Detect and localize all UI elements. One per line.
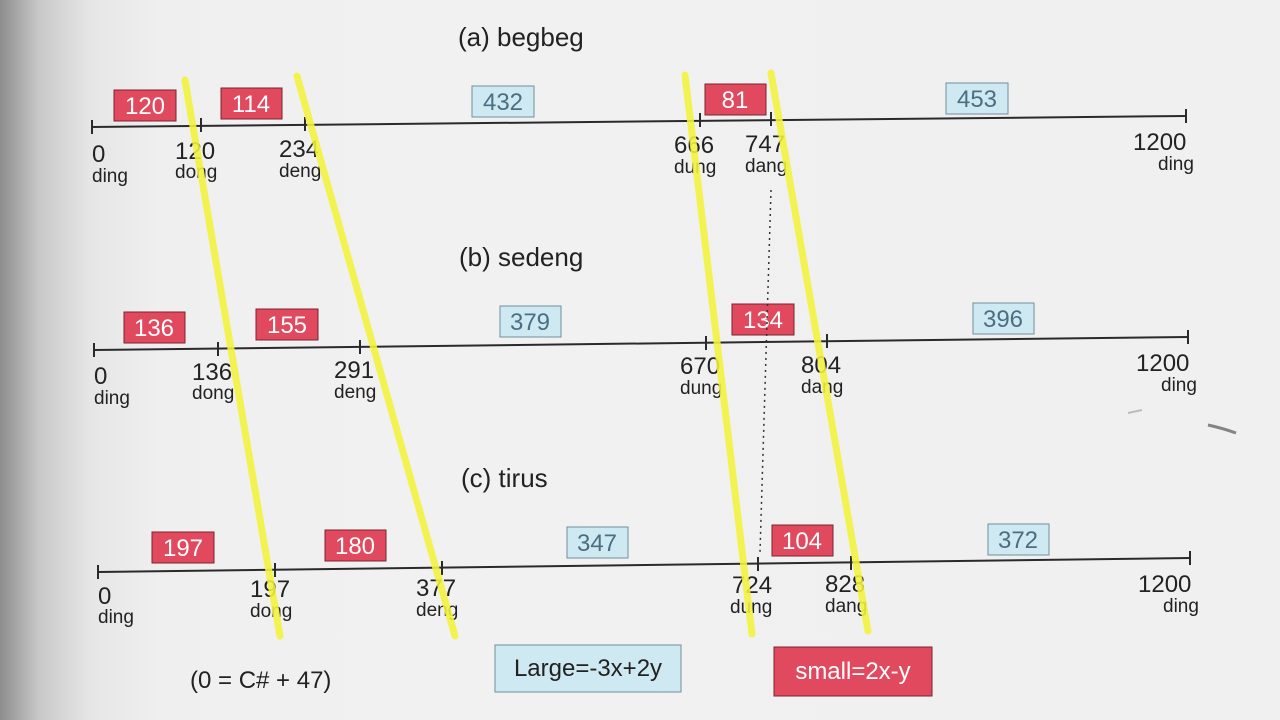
highlight-stroke-4 bbox=[767, 69, 872, 635]
panel-b-interval-0: 136 bbox=[123, 311, 186, 344]
panel-b-tick-name-3: dung bbox=[680, 378, 722, 399]
panel-c-interval-2: 347 bbox=[566, 526, 629, 559]
panel-a-interval-label-3: 81 bbox=[722, 87, 749, 114]
tuning-note: (0 = C# + 47) bbox=[190, 667, 331, 694]
panel-a-interval-3: 81 bbox=[704, 83, 767, 116]
panel-a-tick-name-0: ding bbox=[92, 166, 128, 187]
panel-c-tick-value-5: 1200 bbox=[1138, 571, 1191, 598]
highlight-stroke-1 bbox=[181, 76, 284, 640]
panel-c-interval-1: 180 bbox=[324, 529, 387, 562]
panel-b-tick-name-1: dong bbox=[192, 383, 234, 404]
panel-b-tick-value-2: 291 bbox=[334, 357, 374, 384]
panel-a-tick-name-1: dong bbox=[175, 162, 217, 183]
panel-c-axis bbox=[97, 557, 1191, 573]
dotted-guide-line bbox=[759, 189, 772, 553]
panel-b-interval-label-2: 379 bbox=[510, 309, 550, 336]
panel-a-axis bbox=[91, 115, 1187, 128]
panel-a-interval-label-4: 453 bbox=[957, 86, 997, 113]
panel-b-tick-name-0: ding bbox=[94, 388, 130, 409]
panel-a-interval-label-0: 120 bbox=[125, 93, 165, 120]
panel-b-tick-value-1: 136 bbox=[192, 359, 232, 386]
panel-b-interval-label-1: 155 bbox=[267, 312, 307, 339]
panel-a-tick-name-2: deng bbox=[279, 161, 321, 182]
small-formula-box: small=2x-y bbox=[773, 646, 933, 697]
panel-c-tick-name-4: dang bbox=[825, 596, 867, 617]
panel-a-tick-value-0: 0 bbox=[92, 141, 105, 168]
highlight-stroke-3 bbox=[681, 71, 756, 638]
panel-b-tick-value-5: 1200 bbox=[1136, 350, 1189, 377]
panel-c-tick-name-0: ding bbox=[98, 607, 134, 628]
panel-a-interval-1: 114 bbox=[220, 87, 283, 120]
panel-c-tick-name-5: ding bbox=[1163, 596, 1199, 617]
panel-b-interval-2: 379 bbox=[499, 305, 562, 338]
panel-b-interval-1: 155 bbox=[255, 308, 319, 341]
large-formula-text: Large=-3x+2y bbox=[514, 655, 662, 682]
panel-b-tick-name-5: ding bbox=[1161, 375, 1197, 396]
panel-c-interval-label-1: 180 bbox=[335, 533, 375, 560]
panel-c-interval-label-2: 347 bbox=[577, 530, 617, 557]
panel-b: (b) sedeng 0 ding 136 dong 291 deng 670 … bbox=[93, 242, 1197, 409]
panel-c-tick-value-3: 724 bbox=[732, 572, 772, 599]
panel-c-title: (c) tirus bbox=[461, 463, 548, 493]
panel-a-interval-label-1: 114 bbox=[232, 91, 270, 118]
panel-a-tick-name-4: dang bbox=[745, 156, 787, 177]
panel-b-tick-value-0: 0 bbox=[94, 363, 107, 390]
panel-a: (a) begbeg 0 ding 120 dong 234 deng 666 … bbox=[91, 22, 1194, 187]
highlighter-strokes bbox=[181, 69, 872, 640]
panel-b-interval-4: 396 bbox=[972, 302, 1035, 335]
panel-a-interval-4: 453 bbox=[945, 82, 1009, 115]
panel-b-interval-3: 134 bbox=[731, 303, 795, 336]
panel-c-interval-label-0: 197 bbox=[163, 535, 203, 562]
panel-c-interval-label-4: 372 bbox=[998, 527, 1038, 554]
small-formula-text: small=2x-y bbox=[795, 658, 910, 685]
panel-b-axis bbox=[93, 336, 1189, 351]
panel-c-tick-value-0: 0 bbox=[98, 583, 111, 610]
panel-a-interval-2: 432 bbox=[471, 85, 535, 118]
large-formula-box: Large=-3x+2y bbox=[494, 644, 682, 693]
panel-c-tick-name-1: dong bbox=[250, 601, 292, 622]
panel-a-interval-label-2: 432 bbox=[483, 89, 523, 116]
panel-c-interval-0: 197 bbox=[151, 531, 215, 564]
panel-a-tick-name-5: ding bbox=[1158, 154, 1194, 175]
panel-c-interval-3: 104 bbox=[771, 524, 834, 557]
smudge-mark bbox=[1127, 409, 1237, 435]
panel-a-title: (a) begbeg bbox=[458, 22, 584, 52]
panel-b-interval-label-0: 136 bbox=[134, 315, 174, 342]
highlight-stroke-2 bbox=[293, 72, 459, 640]
panel-b-interval-label-3: 134 bbox=[743, 307, 783, 334]
panel-a-tick-value-5: 1200 bbox=[1133, 129, 1186, 156]
panel-b-tick-name-2: deng bbox=[334, 382, 376, 403]
panel-a-interval-0: 120 bbox=[113, 89, 177, 122]
panel-c-interval-4: 372 bbox=[987, 523, 1050, 556]
panel-c-interval-label-3: 104 bbox=[782, 528, 822, 555]
panel-b-title: (b) sedeng bbox=[459, 242, 583, 272]
panel-b-tick-value-3: 670 bbox=[680, 353, 720, 380]
panel-b-interval-label-4: 396 bbox=[983, 306, 1023, 333]
